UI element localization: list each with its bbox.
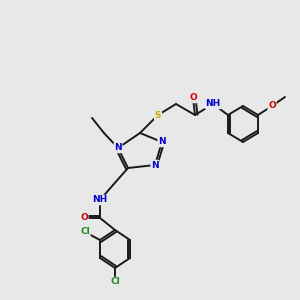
Text: N: N xyxy=(158,137,166,146)
Text: Cl: Cl xyxy=(110,278,120,286)
Text: O: O xyxy=(80,214,88,223)
Text: S: S xyxy=(155,110,161,119)
Text: NH: NH xyxy=(206,100,220,109)
Text: Cl: Cl xyxy=(80,227,90,236)
Text: N: N xyxy=(114,143,122,152)
Text: N: N xyxy=(151,160,159,169)
Text: O: O xyxy=(268,101,276,110)
Text: NH: NH xyxy=(92,196,108,205)
Text: O: O xyxy=(189,94,197,103)
